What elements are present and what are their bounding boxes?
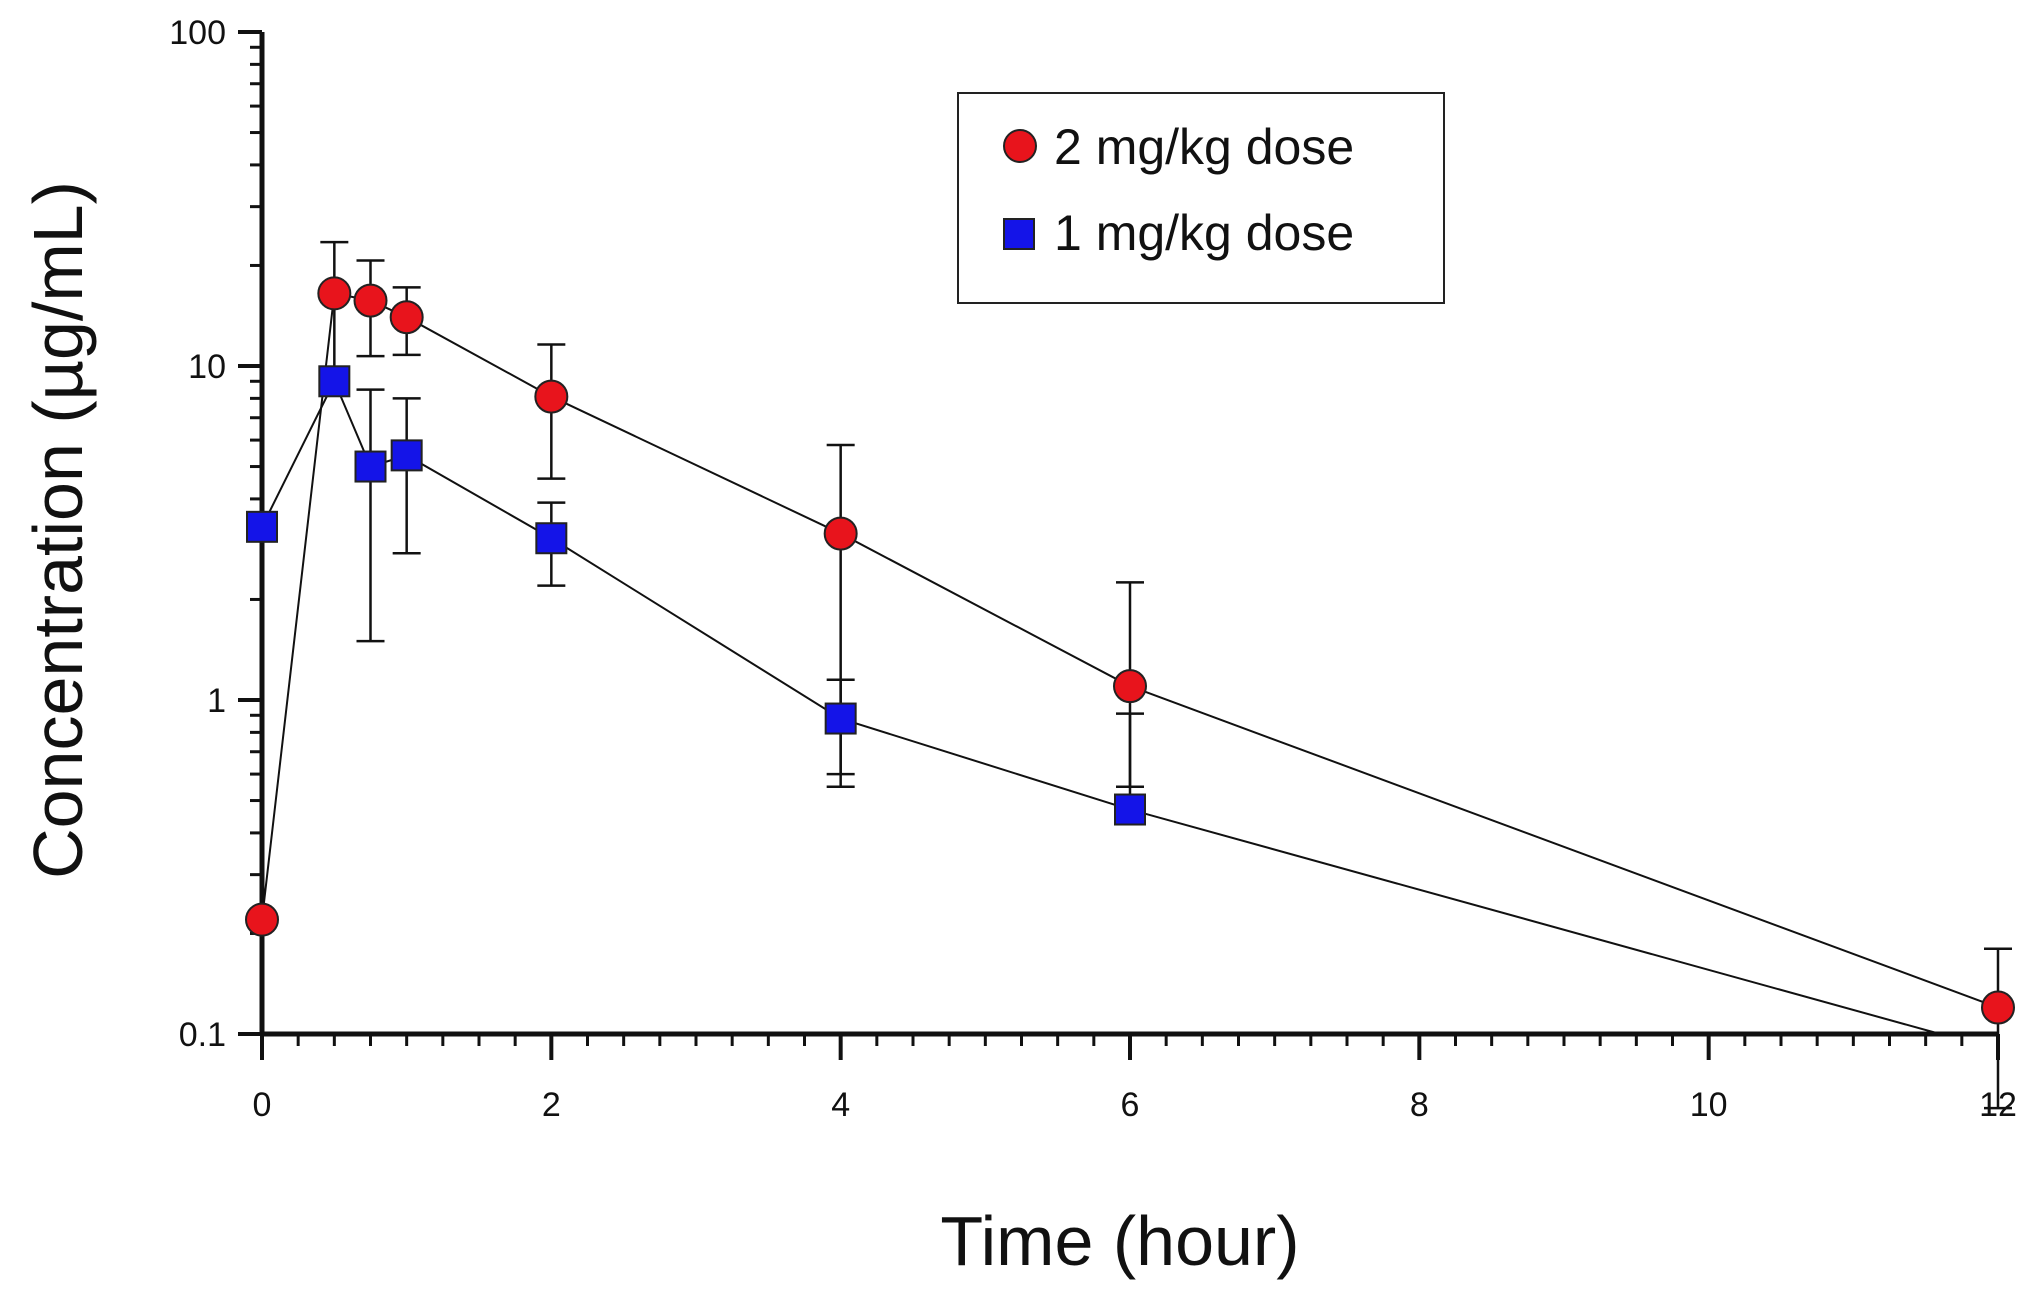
data-point [534,379,569,414]
legend-label-1mgkg: 1 mg/kg dose [1054,205,1354,261]
data-point [317,276,352,311]
series-0 [245,240,2015,1110]
x-tick-label: 4 [831,1086,850,1124]
y-axis-title: Concentration (µg/mL) [19,181,97,879]
legend-box [957,92,1445,304]
series-layer [245,240,2015,1110]
y-tick-label: 0.1 [179,1016,226,1054]
legend: 2 mg/kg dose 1 mg/kg dose [957,92,1445,304]
data-point [535,522,568,555]
x-tick-label: 8 [1410,1086,1429,1124]
data-point [823,516,858,551]
data-point [354,450,387,483]
data-point [1981,990,2015,1025]
data-point [318,365,351,398]
data-point [1114,793,1146,826]
x-tick-label: 0 [253,1086,272,1124]
series-1 [246,365,1941,1035]
data-point [390,439,423,472]
data-point [246,510,278,543]
x-tick-label: 6 [1121,1086,1140,1124]
legend-marker-2mgkg [1003,129,1037,163]
data-point [824,702,857,735]
y-tick-label: 1 [207,682,226,720]
legend-label-2mgkg: 2 mg/kg dose [1054,119,1354,175]
data-point [389,300,424,335]
x-tick-label: 10 [1690,1086,1728,1124]
data-point [245,902,279,937]
y-tick-label: 10 [188,348,226,386]
x-tick-label: 2 [542,1086,561,1124]
legend-marker-1mgkg [1003,218,1035,250]
data-point [353,283,388,318]
y-tick-label: 100 [169,14,226,52]
data-point [1113,669,1147,704]
series-line [261,378,1941,1035]
x-axis-title: Time (hour) [940,1202,1299,1280]
